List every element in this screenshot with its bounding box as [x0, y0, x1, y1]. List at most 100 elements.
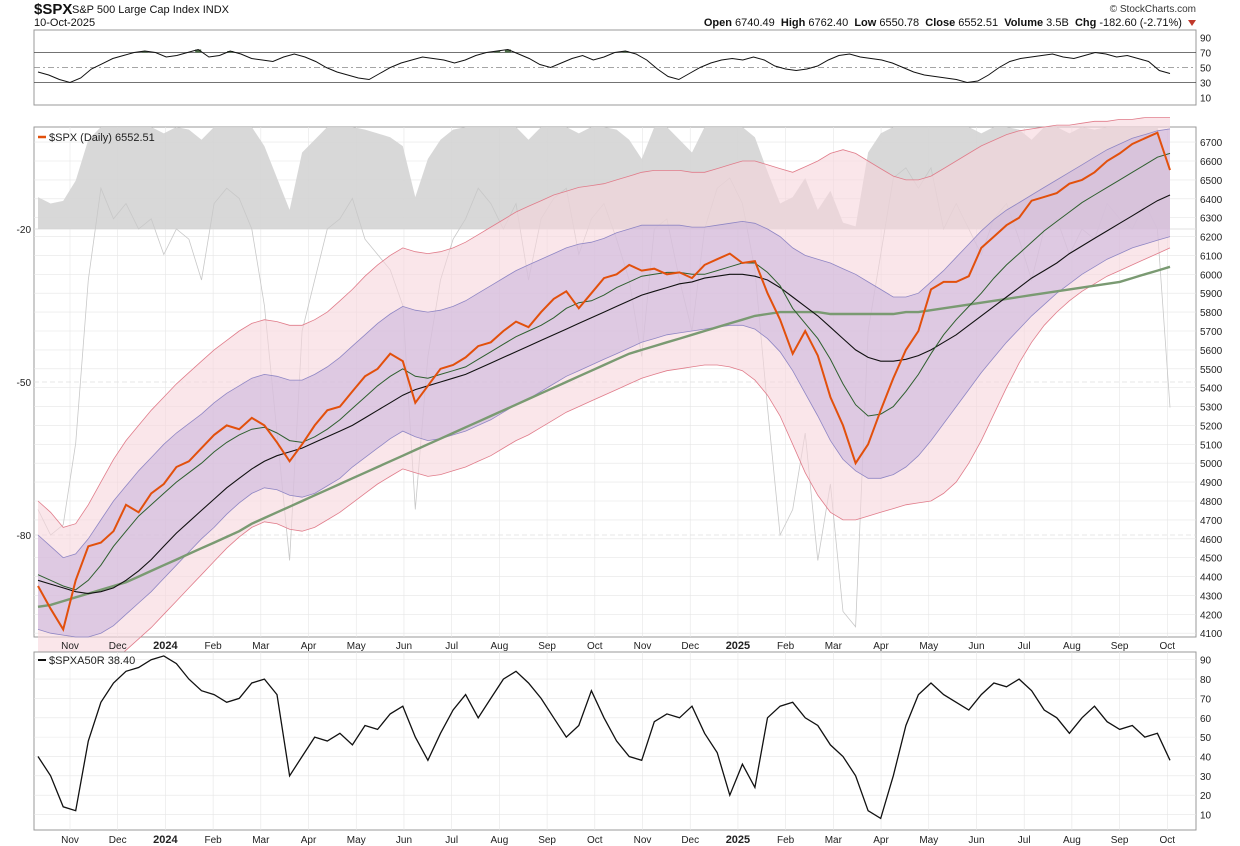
symbol-exchange: INDX [202, 4, 229, 16]
price-y-tick: 5900 [1200, 289, 1223, 300]
oscillator-y-tick: -80 [17, 531, 32, 542]
price-x-label: Dec [109, 641, 127, 652]
chg-value: -182.60 (-2.71%) [1099, 17, 1182, 29]
price-x-label: Dec [681, 641, 699, 652]
breadth-x-label: Apr [873, 835, 889, 846]
price-x-label: Feb [777, 641, 795, 652]
price-y-tick: 4600 [1200, 535, 1223, 546]
spx-price-line [37, 131, 1171, 632]
breadth-y-tick: 40 [1200, 752, 1212, 763]
breadth-x-label: Jun [396, 835, 412, 846]
close-label: Close [925, 17, 956, 29]
breadth-y-tick: 50 [1200, 733, 1212, 744]
breadth-x-label: Jul [1018, 835, 1031, 846]
breadth-y-tick: 60 [1200, 714, 1212, 725]
breadth-x-label: Jul [445, 835, 458, 846]
breadth-panel-frame [33, 651, 1197, 831]
outer-band-lower [37, 247, 1171, 674]
breadth-x-label: Oct [1160, 835, 1176, 846]
price-x-label: Oct [587, 641, 603, 652]
close-value: 6552.51 [958, 17, 999, 29]
price-x-label: Apr [873, 641, 889, 652]
price-x-label: Nov [634, 641, 652, 652]
rsi-overbought-fill [504, 49, 511, 53]
oscillator-y-tick: -20 [17, 225, 32, 236]
price-x-label: Sep [538, 641, 556, 652]
rsi-y-tick: 70 [1200, 49, 1212, 60]
sma20-line [37, 152, 1171, 591]
price-y-tick: 5200 [1200, 421, 1223, 432]
price-y-tick: 4400 [1200, 573, 1223, 584]
breadth-y-tick: 10 [1200, 811, 1212, 822]
price-x-label: May [347, 641, 366, 652]
breadth-x-label: Dec [109, 835, 127, 846]
breadth-y-tick: 20 [1200, 791, 1212, 802]
rsi-panel-frame [33, 29, 1197, 106]
high-value: 6762.40 [808, 17, 849, 29]
price-x-label: Sep [1111, 641, 1129, 652]
price-y-tick: 4500 [1200, 554, 1223, 565]
price-x-label: Jun [396, 641, 412, 652]
price-x-label: 2025 [726, 640, 750, 652]
rsi-overbought-fill [622, 51, 629, 53]
inner-band-lower [37, 236, 1171, 638]
price-x-label: Apr [301, 641, 317, 652]
high-label: High [780, 17, 806, 29]
sma50-line [37, 194, 1171, 595]
price-y-tick: 6300 [1200, 214, 1223, 225]
breadth-line [37, 655, 1171, 820]
price-y-tick: 5600 [1200, 346, 1223, 357]
price-x-label: 2024 [153, 640, 178, 652]
breadth-legend: $SPXA50R 38.40 [49, 655, 135, 667]
low-value: 6550.78 [879, 17, 920, 29]
price-y-tick: 5800 [1200, 308, 1223, 319]
price-x-label: Aug [490, 641, 508, 652]
rsi-overbought-fill [227, 51, 234, 53]
price-y-tick: 4200 [1200, 610, 1223, 621]
outer-band-fill [38, 117, 1170, 673]
open-value: 6740.49 [735, 17, 775, 29]
price-y-tick: 6500 [1200, 176, 1223, 187]
price-x-label: Jul [1018, 641, 1031, 652]
price-x-label: Aug [1063, 641, 1081, 652]
sma200-line [37, 265, 1171, 608]
oscillator-y-tick: -50 [17, 378, 32, 389]
rsi-overbought-fill [141, 51, 148, 53]
breadth-x-label: May [919, 835, 938, 846]
breadth-x-label: Nov [634, 835, 652, 846]
breadth-x-label: Aug [490, 835, 508, 846]
price-x-label: Nov [61, 641, 79, 652]
breadth-x-label: Feb [777, 835, 795, 846]
breadth-x-label: Aug [1063, 835, 1081, 846]
symbol-fullname: S&P 500 Large Cap Index [72, 4, 200, 16]
price-y-tick: 4100 [1200, 629, 1223, 640]
price-y-tick: 4700 [1200, 516, 1223, 527]
breadth-x-label: May [347, 835, 366, 846]
breadth-y-tick: 80 [1200, 675, 1212, 686]
breadth-x-label: Mar [252, 835, 270, 846]
price-y-tick: 4300 [1200, 591, 1223, 602]
breadth-y-tick: 30 [1200, 772, 1212, 783]
price-y-tick: 5500 [1200, 365, 1223, 376]
price-y-tick: 5100 [1200, 440, 1223, 451]
price-y-tick: 5400 [1200, 384, 1223, 395]
chg-label: Chg [1074, 17, 1097, 29]
symbol-name: S&P 500 Large Cap Index INDX [72, 4, 229, 16]
chart-date: 10-Oct-2025 [34, 17, 96, 29]
breadth-x-label: Feb [205, 835, 223, 846]
rsi-y-tick: 30 [1200, 79, 1212, 90]
price-y-tick: 4800 [1200, 497, 1223, 508]
breadth-x-label: Oct [587, 835, 603, 846]
price-x-label: Jun [968, 641, 984, 652]
open-label: Open [703, 17, 732, 29]
price-y-tick: 6700 [1200, 138, 1223, 149]
breadth-y-tick: 90 [1200, 656, 1212, 667]
outer-band-upper [37, 117, 1170, 528]
volume-label: Volume [1004, 17, 1044, 29]
price-y-tick: 6100 [1200, 251, 1223, 262]
ohlc-readout: Open 6740.49 High 6762.40 Low 6550.78 Cl… [704, 17, 1196, 29]
price-y-tick: 4900 [1200, 478, 1223, 489]
symbol-ticker: $SPX [34, 1, 73, 18]
